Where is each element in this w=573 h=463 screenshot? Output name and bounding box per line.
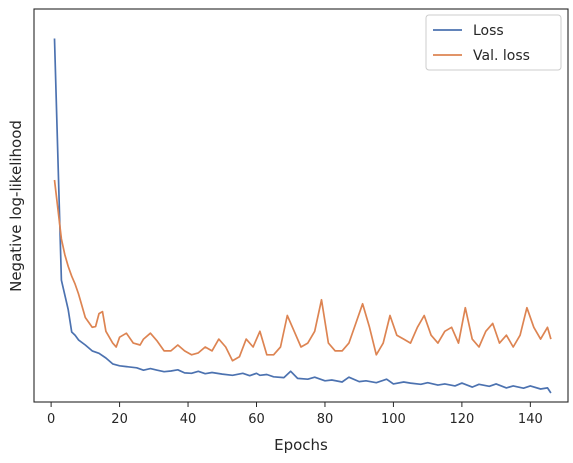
series-line-loss bbox=[53, 38, 552, 394]
legend: Loss Val. loss bbox=[425, 14, 562, 71]
legend-label-loss: Loss bbox=[473, 23, 504, 39]
x-tick-label: 40 bbox=[180, 412, 197, 427]
series-line-val-loss bbox=[53, 179, 552, 362]
x-tick-label: 0 bbox=[47, 412, 55, 427]
x-tick-label: 20 bbox=[111, 412, 128, 427]
legend-label-val-loss: Val. loss bbox=[473, 48, 530, 64]
x-tick-label: 60 bbox=[248, 412, 265, 427]
x-tick-label: 140 bbox=[518, 412, 543, 427]
x-tick-label: 100 bbox=[381, 412, 406, 427]
x-axis-ticks: 0 20 40 60 80 100 120 140 bbox=[47, 402, 543, 427]
x-tick-label: 80 bbox=[317, 412, 334, 427]
plot-frame bbox=[33, 8, 569, 403]
y-axis-label: Negative log-likelihood bbox=[7, 120, 25, 292]
legend-box bbox=[425, 14, 562, 71]
x-tick-label: 120 bbox=[449, 412, 474, 427]
x-axis-label: Epochs bbox=[274, 436, 328, 454]
series-lines bbox=[53, 38, 552, 394]
